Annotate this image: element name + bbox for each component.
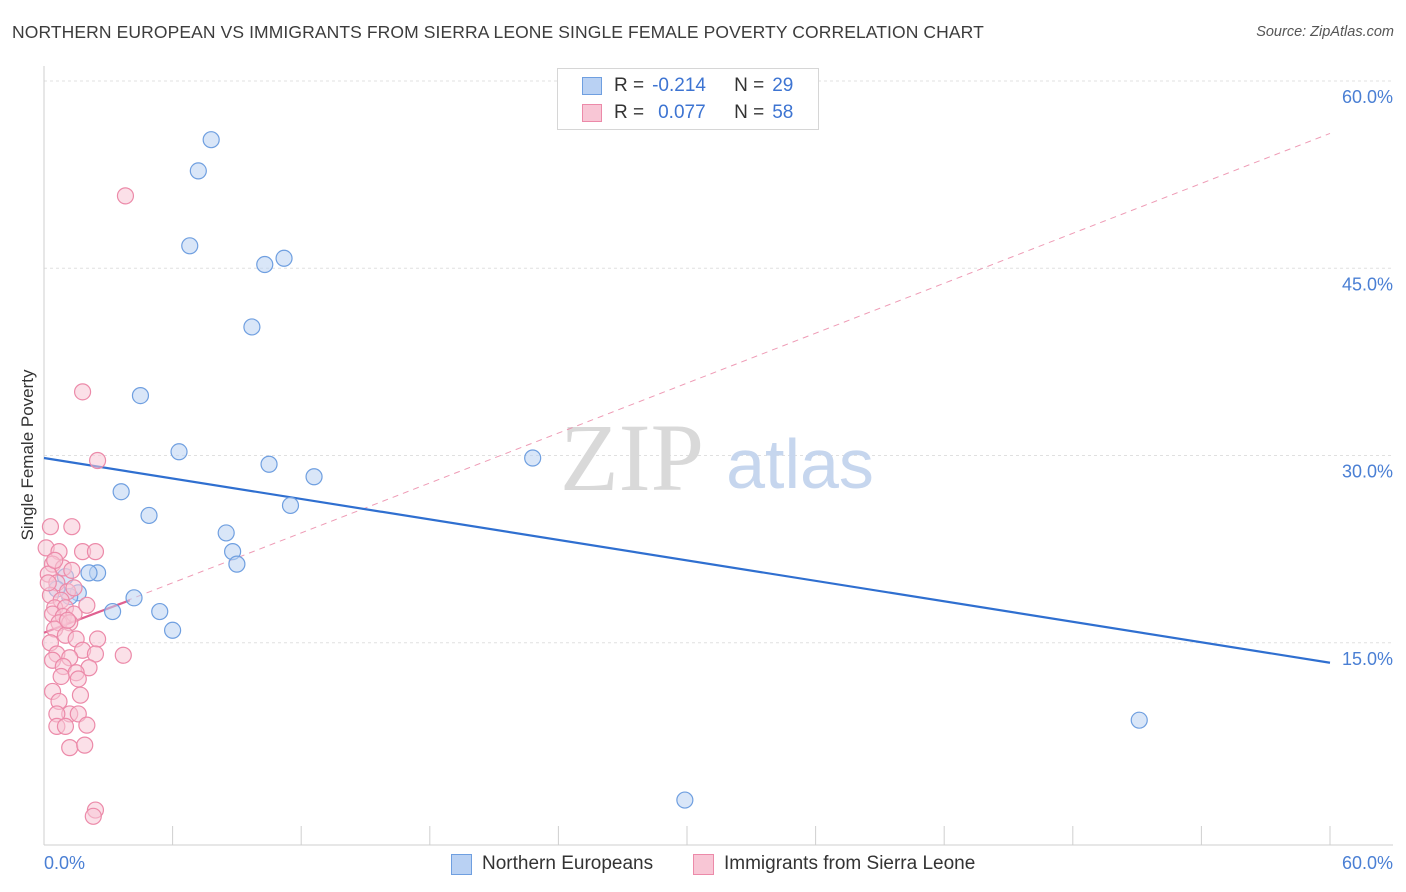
legend-r-label-2: R = [614,102,645,123]
point-0-23 [151,602,169,621]
point-0-1 [189,162,207,180]
point-1-38 [52,667,70,686]
bottom-legend-northern-europeans: Northern Europeans [451,852,653,876]
point-1-8 [86,543,105,561]
legend-r-label-1: R = [614,75,645,96]
source-label: Source: ZipAtlas.com [1256,24,1394,40]
trend-lines [43,132,1331,664]
trend-extension-1 [43,132,1331,634]
point-1-49 [61,739,79,757]
bottom-legend-label-1: Northern Europeans [482,853,654,874]
point-1-55 [78,596,96,614]
legend-swatch-blue [582,77,602,95]
point-1-28 [88,630,107,648]
point-1-56 [46,551,64,569]
watermark: ZIP atlas [560,404,874,511]
trend-line-0 [43,456,1331,664]
tick-labels: 15.0% 30.0% 45.0% 60.0% 0.0% 60.0% [44,87,1393,873]
point-1-11 [63,561,81,579]
point-0-16 [228,555,246,573]
point-1-57 [65,579,83,597]
point-0-22 [103,602,122,621]
point-0-26 [676,791,694,809]
point-1-0 [116,187,135,205]
point-1-3 [41,518,60,536]
bottom-legend-swatch-pink [693,853,714,875]
point-0-9 [305,468,323,486]
point-0-2 [181,237,199,255]
point-1-54 [58,611,77,629]
legend-row-sierra-leone: R = 0.077 N = 58 [582,101,794,125]
point-0-11 [112,483,130,501]
point-0-7 [170,443,188,461]
gridlines [44,80,1393,644]
y-tick-label-0: 15.0% [1342,649,1393,669]
bottom-legend-label-2: Immigrants from Sierra Leone [724,853,976,874]
point-1-50 [76,736,94,754]
point-0-13 [140,506,158,525]
y-tick-label-3: 60.0% [1342,87,1393,107]
point-0-21 [125,589,143,607]
point-0-0 [202,131,220,149]
point-0-10 [524,449,542,467]
point-1-41 [71,686,90,704]
point-0-14 [217,524,235,542]
point-1-2 [88,451,107,470]
data-points [37,131,1148,825]
point-0-18 [80,564,98,582]
legend-box: R = -0.214 N = 29 R = 0.077 N = 58 [557,68,819,130]
y-axis-label: Single Female Poverty [18,369,37,541]
legend-n-label-1: N = [734,75,765,96]
bottom-legend-sierra-leone: Immigrants from Sierra Leone [693,852,975,876]
axes [43,66,1393,846]
bottom-legend-swatch-blue [451,853,472,875]
point-0-24 [164,621,182,639]
x-tick-label-1: 60.0% [1342,853,1393,873]
point-0-25 [1130,711,1148,729]
y-tick-label-2: 45.0% [1342,274,1393,294]
point-1-53 [39,574,57,592]
point-1-52 [84,807,102,825]
legend-n-label-2: N = [734,102,765,123]
point-1-33 [114,646,132,664]
legend-n-value-2: 58 [772,102,794,123]
watermark-atlas: atlas [726,425,874,503]
point-0-5 [243,318,261,336]
legend-row-northern-europeans: R = -0.214 N = 29 [582,74,794,98]
point-1-46 [78,716,96,734]
legend-swatch-pink [582,104,602,122]
point-0-3 [256,255,274,274]
y-tick-label-1: 30.0% [1342,462,1393,482]
point-0-8 [260,455,278,473]
point-1-48 [56,717,75,736]
point-1-4 [63,518,81,536]
point-0-6 [131,387,150,405]
point-1-32 [86,645,105,663]
x-tick-label-0: 0.0% [44,853,85,873]
legend-r-value-1: -0.214 [652,75,706,96]
legend-n-value-1: 29 [772,75,794,96]
point-1-39 [69,670,87,688]
point-0-12 [281,496,300,515]
point-0-4 [275,249,293,267]
chart-title: NORTHERN EUROPEAN VS IMMIGRANTS FROM SIE… [12,22,984,42]
point-1-1 [73,383,92,401]
legend-r-value-2: 0.077 [658,102,706,123]
watermark-zip: ZIP [560,404,704,511]
